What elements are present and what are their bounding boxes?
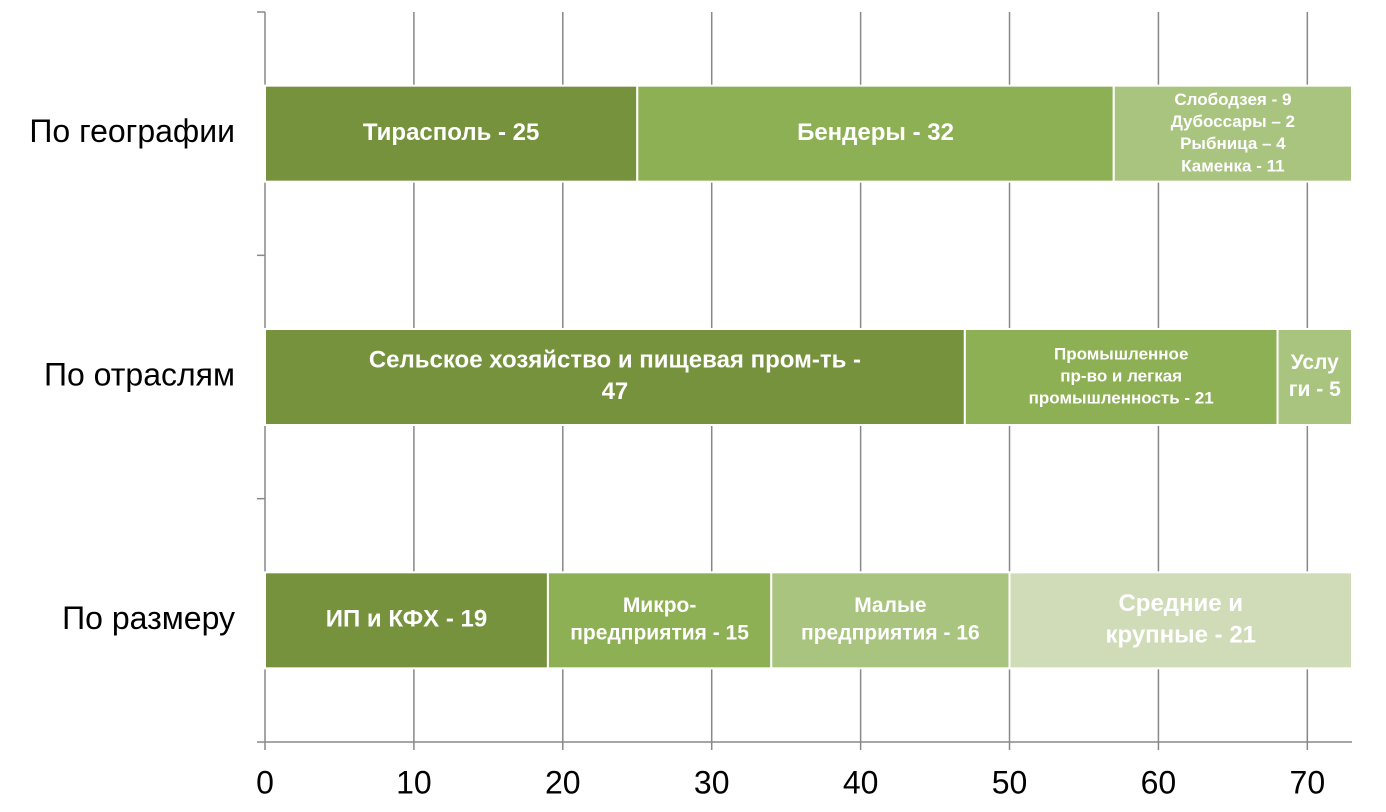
x-tick-label: 60: [1141, 764, 1177, 800]
x-tick-label: 40: [843, 764, 879, 800]
x-tick-label: 70: [1290, 764, 1326, 800]
segment-label: Каменка - 11: [1181, 156, 1284, 175]
segment-label: Промышленное: [1054, 344, 1188, 363]
bar-segment: [963, 328, 1279, 426]
segment-label: предприятия - 16: [801, 622, 980, 645]
bar-segment: [1276, 328, 1354, 426]
segment-label: пр-во и легкая: [1060, 366, 1182, 385]
segment-label: Услу: [1291, 351, 1339, 374]
segment-label: Тирасполь - 25: [363, 119, 539, 146]
x-tick-label: 20: [545, 764, 581, 800]
segment-label: Малые: [854, 594, 926, 617]
segment-label: Рыбница – 4: [1180, 134, 1286, 153]
segment-label: Микро-: [623, 594, 697, 617]
segment-label: Слободзея - 9: [1174, 90, 1291, 109]
segment-label: ИП и КФХ - 19: [326, 606, 487, 633]
category-label: По географии: [29, 113, 235, 149]
bar-segment: [1112, 84, 1353, 183]
segment-label: Дубоссары – 2: [1171, 112, 1295, 131]
bar-segment: [1008, 571, 1354, 670]
segment-label: Сельское хозяйство и пищевая пром-ть -: [369, 347, 861, 374]
segment-label: 47: [602, 378, 629, 405]
x-tick-label: 50: [992, 764, 1028, 800]
segment-label: крупные - 21: [1105, 621, 1256, 648]
segment-label: Бендеры - 32: [797, 119, 954, 146]
category-label: По размеру: [62, 600, 235, 636]
bar-segment: [770, 571, 1011, 670]
bar-segment: [264, 571, 549, 670]
segment-label: ги - 5: [1289, 378, 1341, 401]
segment-label: предприятия - 15: [570, 622, 749, 645]
x-tick-label: 10: [396, 764, 432, 800]
segment-label: Средние и: [1118, 590, 1243, 617]
bar-segment: [264, 328, 966, 426]
segment-label: промышленность - 21: [1029, 389, 1214, 408]
category-label: По отраслям: [44, 356, 235, 392]
x-tick-label: 0: [256, 764, 274, 800]
bar-segment: [546, 571, 773, 670]
x-tick-label: 30: [694, 764, 730, 800]
